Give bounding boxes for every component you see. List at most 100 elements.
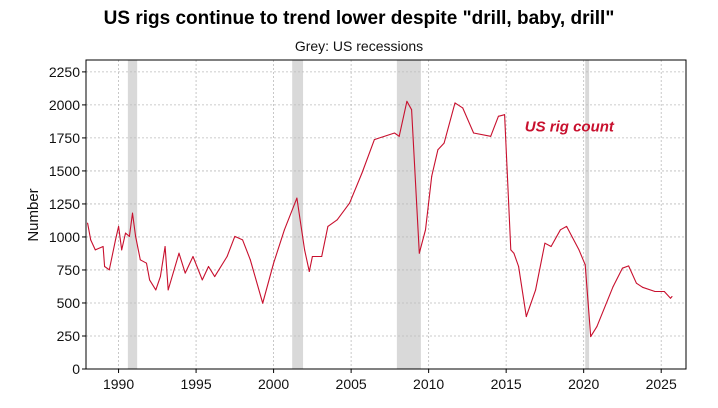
data-point: [525, 316, 527, 318]
data-point: [226, 255, 228, 257]
data-point: [234, 235, 236, 237]
data-point: [635, 282, 637, 284]
data-point: [513, 252, 515, 254]
x-tick-label: 2020: [568, 376, 599, 392]
y-tick-label: 2250: [49, 64, 80, 80]
data-point: [406, 100, 408, 102]
data-point: [249, 259, 251, 261]
chart-title: US rigs continue to trend lower despite …: [104, 8, 615, 29]
y-tick-label: 0: [72, 361, 80, 377]
data-point: [125, 232, 127, 234]
x-tick-label: 2010: [413, 376, 444, 392]
data-point: [596, 326, 598, 328]
data-point: [349, 202, 351, 204]
data-point: [114, 239, 116, 241]
data-point: [559, 229, 561, 231]
data-point: [443, 142, 445, 144]
data-point: [671, 296, 673, 298]
data-point: [104, 266, 106, 268]
data-point: [304, 249, 306, 251]
data-point: [425, 229, 427, 231]
data-point: [308, 271, 310, 273]
data-point: [550, 245, 552, 247]
y-tick-label: 1750: [49, 130, 80, 146]
series-line-us-rig-count: [87, 100, 673, 338]
data-point: [398, 135, 400, 137]
data-point: [128, 235, 130, 237]
data-point: [578, 249, 580, 251]
x-tick-label: 1990: [103, 376, 134, 392]
data-point: [669, 297, 671, 299]
data-point: [178, 252, 180, 254]
y-tick-label: 1000: [49, 229, 80, 245]
x-tick-label: 2015: [491, 376, 522, 392]
data-point: [167, 289, 169, 291]
data-point: [336, 219, 338, 221]
data-point: [544, 242, 546, 244]
plot-frame: [85, 59, 687, 370]
data-point: [311, 255, 313, 257]
data-point: [155, 289, 157, 291]
data-point: [373, 139, 375, 141]
data-point: [490, 135, 492, 137]
data-point: [164, 245, 166, 247]
data-point: [242, 239, 244, 241]
data-point: [121, 249, 123, 251]
x-tick-label: 2005: [336, 376, 367, 392]
data-point: [590, 336, 592, 338]
data-point: [566, 225, 568, 227]
data-point: [149, 279, 151, 281]
data-point: [118, 225, 120, 227]
data-point: [518, 266, 520, 268]
data-point: [418, 252, 420, 254]
data-point: [504, 114, 506, 116]
data-point: [139, 259, 141, 261]
data-point: [321, 255, 323, 257]
y-tick-label: 2000: [49, 97, 80, 113]
data-point: [642, 286, 644, 288]
y-tick-label: 500: [57, 295, 81, 311]
data-point: [361, 172, 363, 174]
data-point: [102, 245, 104, 247]
data-point: [654, 290, 656, 292]
y-tick-label: 250: [57, 328, 81, 344]
data-point: [262, 302, 264, 304]
data-point: [94, 249, 96, 251]
data-point: [628, 265, 630, 267]
data-point: [87, 222, 89, 224]
data-point: [437, 149, 439, 151]
x-tick-label: 1995: [180, 376, 211, 392]
x-tick-label: 2000: [258, 376, 289, 392]
recession-band: [292, 60, 304, 369]
data-point: [108, 269, 110, 271]
recession-band: [585, 60, 590, 369]
data-point: [135, 235, 137, 237]
data-point: [201, 279, 203, 281]
data-point: [612, 286, 614, 288]
y-axis-label: Number: [25, 188, 42, 241]
data-point: [327, 225, 329, 227]
data-point: [90, 239, 92, 241]
data-point: [192, 255, 194, 257]
data-point: [510, 249, 512, 251]
x-tick-label: 2025: [646, 376, 677, 392]
data-point: [214, 276, 216, 278]
data-point: [411, 109, 413, 111]
chart-subtitle: Grey: US recessions: [295, 38, 423, 54]
y-tick-label: 750: [57, 262, 81, 278]
data-point: [497, 115, 499, 117]
data-point: [584, 264, 586, 266]
data-point: [273, 262, 275, 264]
data-point: [207, 266, 209, 268]
data-point: [159, 276, 161, 278]
data-point: [132, 212, 134, 214]
data-point: [145, 262, 147, 264]
data-point: [394, 132, 396, 134]
y-tick-label: 1500: [49, 163, 80, 179]
data-point: [454, 102, 456, 104]
data-point: [535, 289, 537, 291]
data-point: [663, 290, 665, 292]
data-point: [431, 175, 433, 177]
data-point: [473, 132, 475, 134]
